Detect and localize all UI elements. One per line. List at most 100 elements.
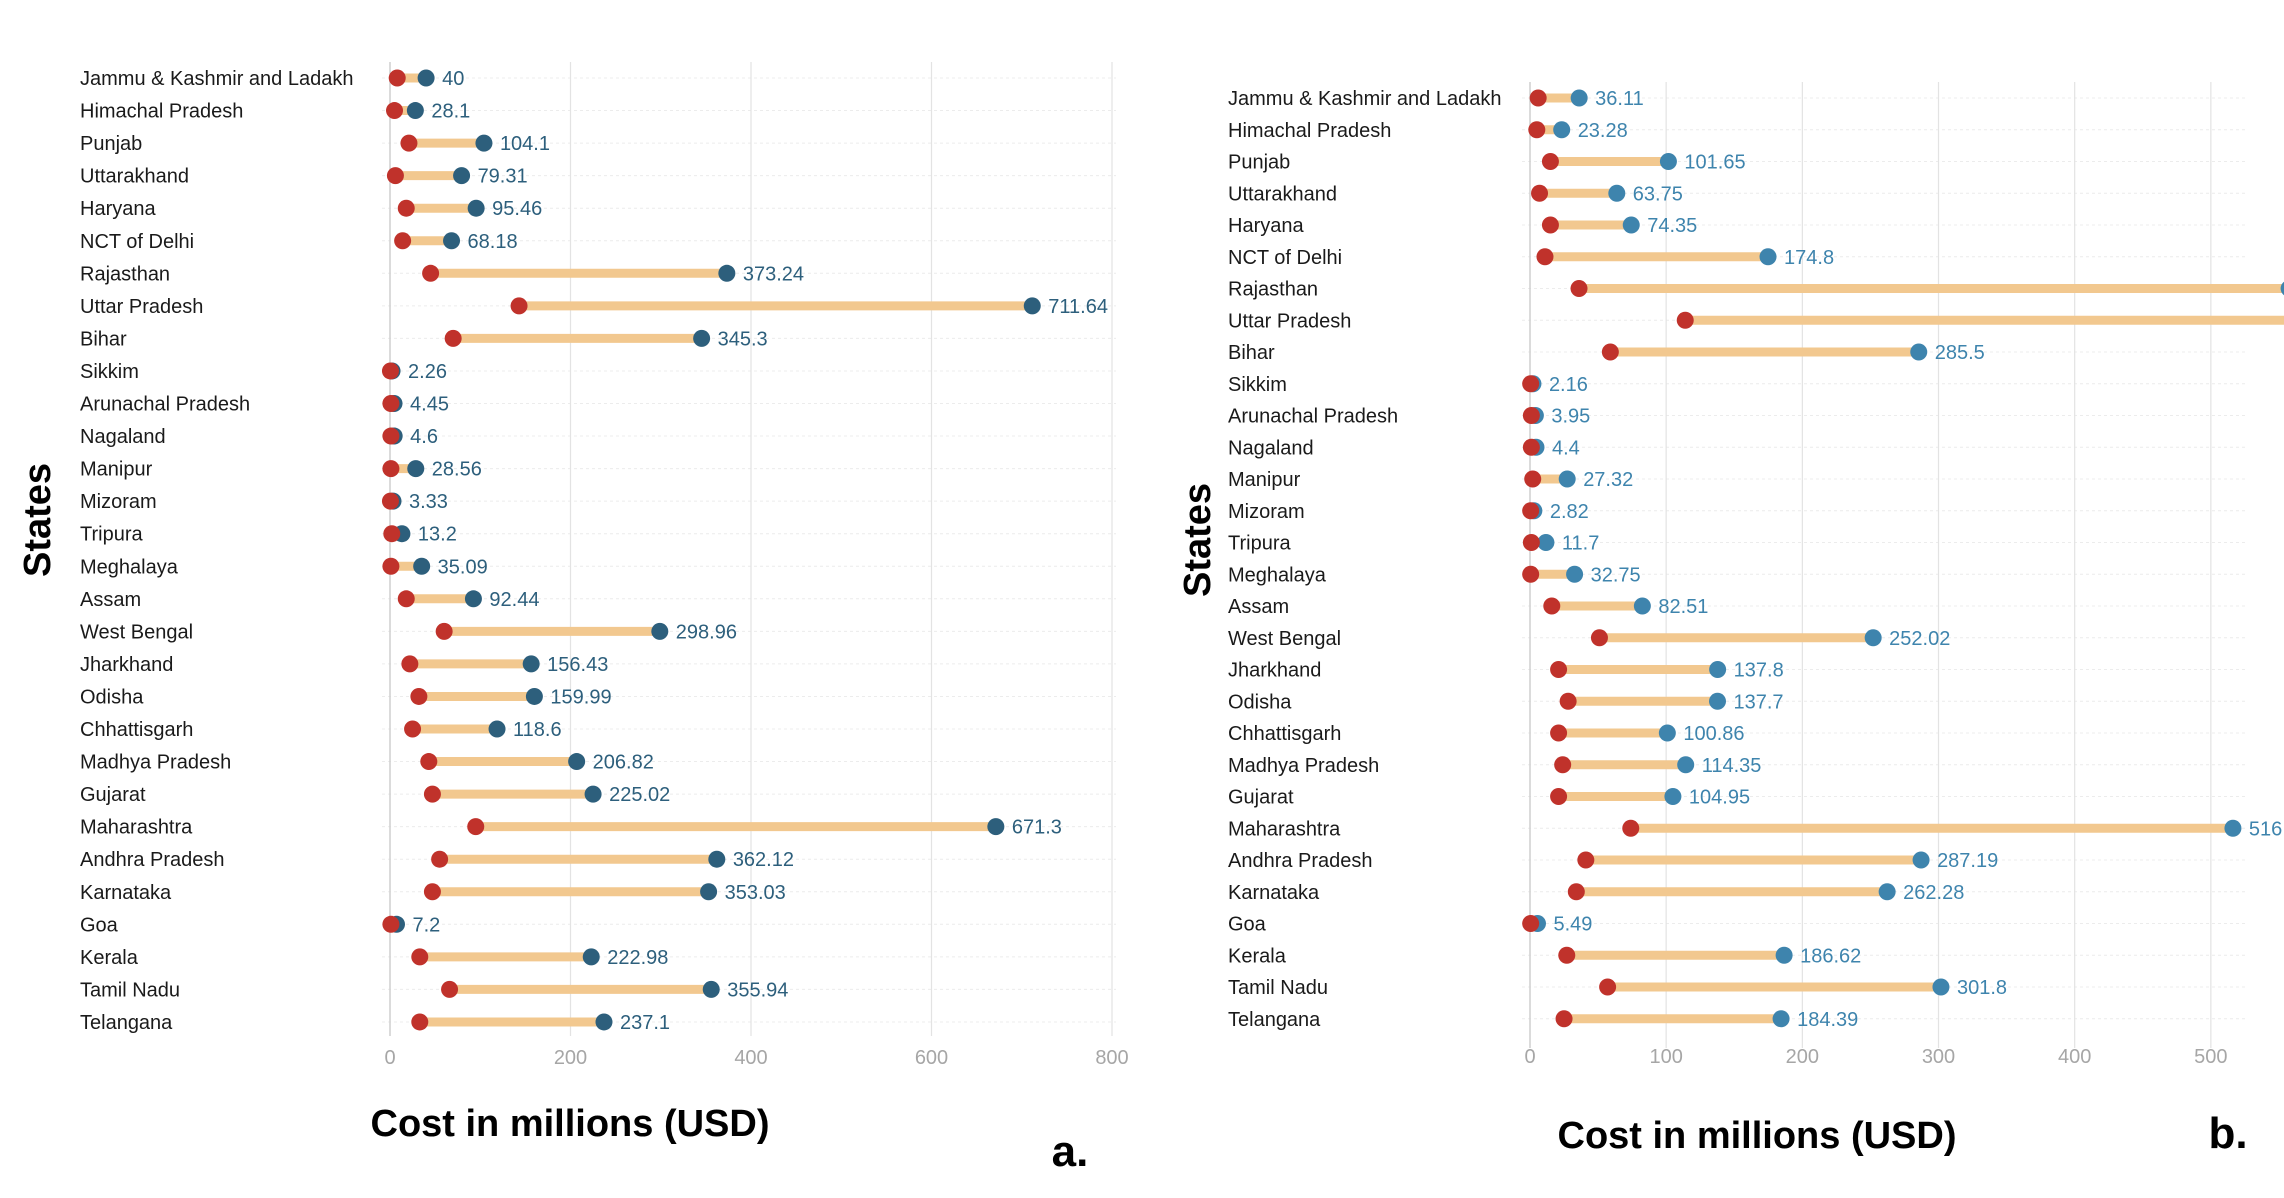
state-label: Rajasthan: [1228, 279, 1318, 301]
high-value-dot: [522, 655, 540, 673]
low-value-dot: [422, 264, 440, 282]
x-tick-label: 0: [384, 1047, 395, 1069]
low-value-dot: [382, 427, 400, 445]
low-value-dot: [1522, 502, 1540, 520]
value-label: 13.2: [418, 524, 457, 546]
value-label: 104.95: [1689, 787, 1750, 809]
state-label: Karnataka: [80, 882, 172, 904]
low-value-dot: [397, 590, 415, 608]
x-tick-label: 400: [734, 1047, 767, 1069]
state-label: Kerala: [1228, 945, 1287, 967]
low-value-dot: [1531, 184, 1549, 202]
value-label: 3.95: [1551, 406, 1590, 428]
value-label: 101.65: [1684, 152, 1745, 174]
high-value-dot: [1570, 89, 1588, 107]
low-value-dot: [1622, 819, 1640, 837]
high-value-dot: [406, 102, 424, 120]
high-value-dot: [467, 199, 485, 217]
low-value-dot: [1550, 661, 1568, 678]
high-value-dot: [1709, 692, 1727, 710]
state-label: Himachal Pradesh: [80, 101, 243, 123]
low-value-dot: [1543, 597, 1561, 615]
state-label: Odisha: [1228, 691, 1292, 713]
state-label: Uttarakhand: [80, 166, 189, 188]
state-label: Sikkim: [80, 361, 139, 383]
low-value-dot: [1541, 153, 1559, 170]
low-value-dot: [510, 297, 528, 315]
value-label: 28.1: [431, 101, 470, 123]
state-label: West Bengal: [1228, 628, 1341, 650]
value-label: 353.03: [725, 882, 786, 904]
state-label: Arunachal Pradesh: [80, 394, 250, 416]
value-label: 156.43: [547, 654, 608, 676]
value-label: 184.39: [1797, 1009, 1858, 1031]
state-label: Haryana: [1228, 215, 1304, 237]
state-label: Gujarat: [80, 784, 146, 806]
high-value-dot: [1658, 724, 1676, 742]
high-value-dot: [464, 590, 482, 608]
high-value-dot: [1759, 248, 1777, 266]
value-label: 23.28: [1578, 120, 1628, 142]
value-label: 27.32: [1583, 469, 1633, 491]
high-value-dot: [693, 329, 711, 347]
state-label: Jammu & Kashmir and Ladakh: [1228, 88, 1501, 110]
high-value-dot: [1622, 216, 1640, 234]
high-value-dot: [1775, 946, 1793, 964]
value-label: 68.18: [468, 231, 518, 253]
low-value-dot: [1570, 280, 1588, 297]
low-value-dot: [381, 362, 399, 380]
high-value-dot: [651, 622, 669, 640]
high-value-dot: [1023, 297, 1041, 315]
panel-letter: b.: [2208, 1109, 2247, 1158]
state-label: Kerala: [80, 947, 139, 969]
value-label: 186.62: [1800, 945, 1861, 967]
state-label: Chhattisgarh: [1228, 723, 1341, 745]
state-label: West Bengal: [80, 621, 193, 643]
low-value-dot: [1529, 89, 1547, 107]
value-label: 262.28: [1903, 882, 1964, 904]
value-label: 287.19: [1937, 850, 1998, 872]
low-value-dot: [411, 948, 429, 966]
value-label: 100.86: [1683, 723, 1744, 745]
x-axis-title: Cost in millions (USD): [1558, 1115, 1957, 1157]
low-value-dot: [1558, 946, 1576, 964]
low-value-dot: [1522, 915, 1540, 932]
state-label: Telangana: [1228, 1009, 1321, 1031]
high-value-dot: [584, 785, 602, 803]
high-value-dot: [582, 948, 600, 966]
low-value-dot: [423, 883, 441, 901]
state-label: Rajasthan: [80, 263, 170, 285]
value-label: 285.5: [1935, 342, 1985, 364]
state-label: Tamil Nadu: [1228, 977, 1328, 999]
low-value-dot: [444, 329, 462, 347]
state-label: Andhra Pradesh: [1228, 850, 1373, 872]
low-value-dot: [386, 167, 404, 185]
value-label: 222.98: [607, 947, 668, 969]
low-value-dot: [397, 199, 415, 217]
value-label: 79.31: [478, 166, 528, 188]
state-label: Maharashtra: [1228, 818, 1341, 840]
high-value-dot: [417, 69, 435, 87]
low-value-dot: [1522, 534, 1540, 551]
state-label: Punjab: [1228, 152, 1290, 174]
value-label: 5.49: [1553, 914, 1592, 936]
value-label: 159.99: [550, 686, 611, 708]
low-value-dot: [1554, 756, 1572, 774]
value-label: 137.8: [1734, 660, 1784, 682]
low-value-dot: [467, 818, 485, 836]
state-label: Himachal Pradesh: [1228, 120, 1391, 142]
x-tick-label: 200: [1786, 1046, 1819, 1068]
state-label: Jammu & Kashmir and Ladakh: [80, 68, 353, 90]
state-label: Manipur: [1228, 469, 1301, 491]
low-value-dot: [388, 69, 406, 87]
panel-b-chart: 0100200300400500600Jammu & Kashmir and L…: [1177, 82, 2284, 1158]
low-value-dot: [1528, 121, 1546, 139]
state-label: Gujarat: [1228, 787, 1294, 809]
high-value-dot: [1608, 184, 1626, 202]
value-label: 32.75: [1591, 564, 1641, 586]
y-axis-title: States: [17, 463, 59, 577]
value-label: 74.35: [1647, 215, 1697, 237]
high-value-dot: [475, 134, 493, 152]
low-value-dot: [435, 622, 453, 640]
